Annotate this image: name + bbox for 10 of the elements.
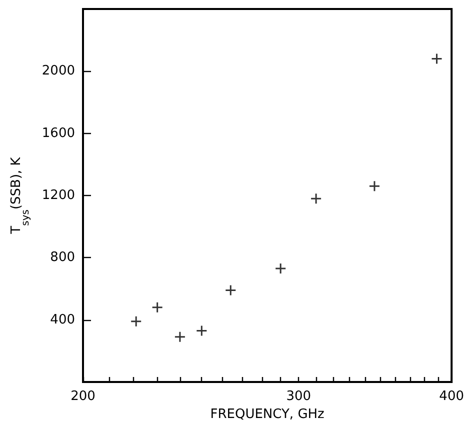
x-axis-title: FREQUENCY, GHz (210, 407, 325, 422)
y-tick-label: 400 (50, 312, 75, 328)
x-tick-label: 300 (286, 389, 312, 404)
x-tick-label: 200 (70, 389, 96, 404)
y-tick-label: 800 (50, 250, 75, 266)
y-axis-title: Tsys(SSB), K (9, 156, 32, 235)
y-tick-label: 1200 (42, 188, 75, 203)
y-tick-label: 1600 (42, 126, 75, 141)
y-tick-label: 2000 (42, 64, 75, 79)
x-tick-label: 400 (439, 389, 464, 404)
